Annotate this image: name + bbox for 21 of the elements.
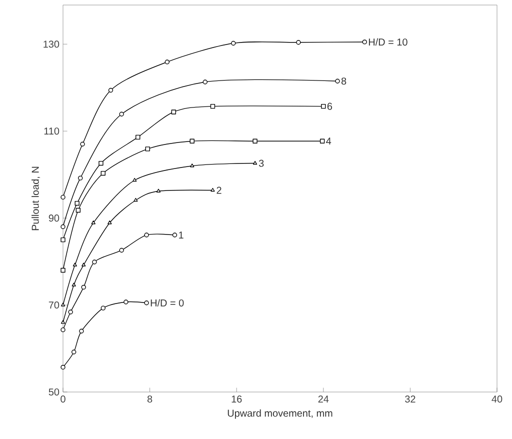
y-tick-label: 110 — [44, 128, 60, 135]
y-axis-title: Pullout load, N — [32, 166, 40, 230]
series-label: 2 — [216, 186, 222, 194]
series-label: H/D = 0 — [150, 299, 184, 307]
x-tick-label: 0 — [60, 396, 66, 403]
series-label: 4 — [326, 138, 332, 145]
series-label: 6 — [327, 102, 332, 110]
x-tick-label: 32 — [405, 396, 416, 403]
series-label: H/D = 10 — [368, 38, 408, 46]
series-label: 1 — [179, 232, 184, 238]
x-tick-label: 8 — [147, 396, 152, 403]
x-tick-label: 24 — [318, 396, 329, 402]
x-tick-label: 16 — [232, 396, 242, 403]
y-tick-label: 90 — [48, 214, 60, 222]
x-tick-label: 40 — [492, 396, 502, 403]
y-tick-label: 50 — [48, 388, 60, 396]
y-tick-label: 70 — [48, 302, 60, 309]
y-tick-label: 130 — [44, 40, 60, 48]
x-axis-title: Upward movement, mm — [228, 409, 332, 419]
series-label: 8 — [341, 78, 346, 85]
series-label: 3 — [258, 160, 264, 167]
